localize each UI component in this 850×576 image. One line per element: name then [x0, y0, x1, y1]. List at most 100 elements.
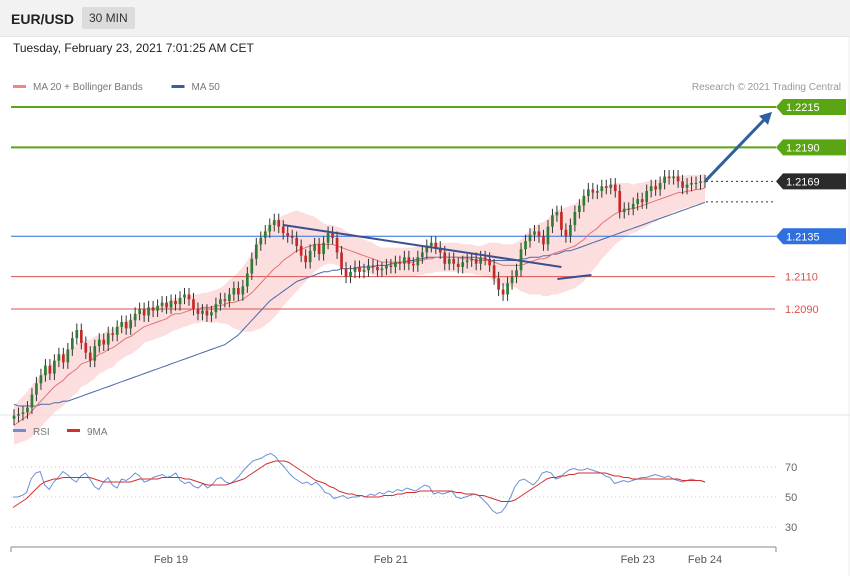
candle-body — [694, 182, 698, 184]
candle-body — [201, 310, 204, 314]
candle — [187, 287, 191, 306]
candle — [245, 266, 249, 293]
candle — [394, 255, 397, 274]
candle-body — [524, 241, 527, 250]
candle — [322, 236, 325, 261]
candle-body — [102, 339, 106, 345]
candle — [192, 292, 195, 316]
candle — [295, 231, 299, 253]
candle-body — [573, 212, 577, 225]
legend-swatch-1 — [171, 85, 185, 88]
candle — [97, 333, 101, 353]
level-tag-1.2135 — [776, 228, 846, 245]
candle-body — [299, 245, 303, 256]
candle — [528, 228, 532, 248]
candle — [537, 224, 541, 243]
candle-body — [142, 309, 146, 316]
candle — [349, 265, 352, 284]
candle — [429, 236, 433, 253]
candle — [389, 258, 393, 274]
candle-body — [546, 226, 550, 245]
candle — [591, 182, 595, 200]
candle — [151, 300, 155, 318]
ma20-line — [13, 187, 706, 426]
candle-body — [456, 263, 460, 267]
candle-body — [277, 220, 281, 227]
candle-body — [613, 184, 617, 192]
candle-body — [371, 265, 375, 267]
candle-body — [519, 249, 523, 271]
candle-body — [44, 365, 47, 376]
candle — [254, 237, 258, 266]
candle-body — [26, 407, 29, 413]
candle-body — [254, 244, 258, 259]
candle-body — [667, 176, 671, 179]
candle-body — [70, 338, 74, 350]
candle-body — [385, 265, 388, 269]
candle — [115, 320, 119, 342]
candle — [62, 347, 65, 369]
candle — [124, 315, 128, 335]
candle-body — [595, 191, 599, 193]
candle — [165, 296, 168, 314]
candle-body — [443, 252, 447, 264]
candle-body — [582, 195, 586, 206]
legend-label-0: MA 20 + Bollinger Bands — [33, 82, 143, 93]
candle-body — [232, 287, 236, 295]
rsi-tick-30: 30 — [785, 522, 797, 534]
candle — [407, 250, 411, 271]
candle-body — [120, 321, 124, 327]
x-tick-Feb-23: Feb 23 — [621, 554, 655, 566]
candle-body — [156, 305, 159, 311]
candle-body — [569, 224, 572, 237]
candle — [501, 283, 505, 301]
candle — [35, 376, 38, 402]
candle-body — [358, 266, 361, 272]
candle-body — [245, 273, 249, 287]
candle — [358, 260, 361, 279]
candle-body — [515, 270, 518, 277]
candle — [263, 224, 267, 245]
candle — [133, 307, 137, 327]
candle-body — [88, 352, 92, 361]
candle — [447, 252, 451, 271]
candle — [102, 333, 106, 352]
candle — [129, 313, 133, 335]
candle-body — [591, 189, 595, 193]
candle-body — [474, 258, 478, 264]
candle — [546, 220, 550, 251]
candle — [178, 291, 182, 311]
candle — [304, 249, 308, 269]
candle — [676, 170, 680, 188]
candle — [21, 405, 25, 421]
candle — [53, 354, 56, 381]
candle-body — [272, 220, 276, 225]
x-tick-Feb-21: Feb 21 — [374, 554, 408, 566]
candle-body — [250, 258, 254, 274]
candle — [138, 302, 141, 321]
credit-label: Research © 2021 Trading Central — [692, 82, 841, 93]
candle — [241, 279, 245, 301]
candle — [57, 347, 61, 368]
candle-body — [178, 297, 182, 305]
candle-body — [672, 176, 675, 179]
candle-body — [420, 252, 424, 258]
timeframe-button[interactable]: 30 MIN — [82, 7, 135, 29]
candle — [699, 174, 702, 190]
resistance-trendline — [283, 223, 562, 268]
candle — [515, 263, 518, 284]
candle — [658, 176, 662, 196]
candle — [411, 257, 415, 272]
level-tag-1.2215 — [776, 99, 846, 115]
candle — [425, 239, 429, 259]
candle-body — [62, 354, 65, 363]
candle — [214, 297, 218, 319]
candle-body — [407, 257, 411, 264]
candle — [533, 224, 536, 242]
candle-body — [425, 245, 429, 253]
candle — [228, 287, 231, 308]
candle-body — [622, 208, 626, 213]
candle — [560, 205, 563, 237]
level-tag-1.2169 — [776, 173, 846, 190]
candle-body — [416, 257, 420, 266]
